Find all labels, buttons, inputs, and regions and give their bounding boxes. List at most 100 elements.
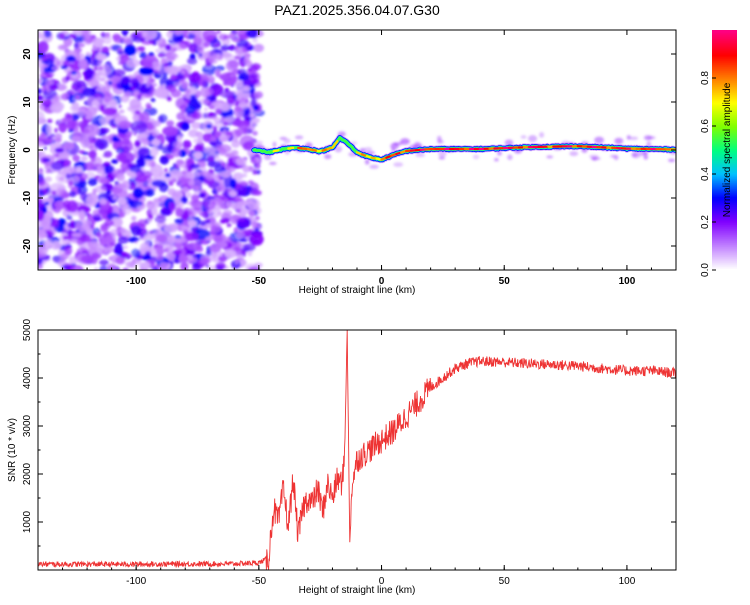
noise-speckle xyxy=(120,228,126,234)
noise-speckle xyxy=(69,191,76,197)
noise-speckle xyxy=(253,190,262,195)
colorbar-tick-label: 0.2 xyxy=(700,215,711,229)
noise-speckle xyxy=(191,122,202,129)
noise-speckle xyxy=(235,261,239,265)
noise-speckle xyxy=(102,107,117,115)
y-tick-label: 20 xyxy=(22,48,33,60)
noise-speckle xyxy=(169,202,176,211)
noise-speckle xyxy=(234,106,241,111)
noise-speckle xyxy=(35,258,43,265)
noise-speckle xyxy=(43,146,47,150)
noise-speckle xyxy=(166,120,174,126)
noise-speckle xyxy=(130,171,137,178)
noise-speckle xyxy=(171,43,187,51)
noise-speckle xyxy=(154,88,169,98)
ridge-halo xyxy=(648,136,656,139)
noise-speckle xyxy=(55,138,62,143)
noise-speckle xyxy=(176,165,180,169)
noise-speckle xyxy=(170,223,179,230)
noise-speckle xyxy=(228,157,233,161)
noise-speckle xyxy=(71,238,77,243)
noise-speckle xyxy=(237,209,241,213)
noise-speckle xyxy=(181,226,189,231)
noise-speckle xyxy=(51,241,62,250)
noise-speckle xyxy=(38,41,49,54)
noise-speckle xyxy=(216,144,232,153)
noise-speckle xyxy=(237,202,245,206)
noise-speckle xyxy=(58,45,69,51)
noise-speckle xyxy=(71,176,79,184)
noise-speckle xyxy=(244,55,250,64)
noise-speckle xyxy=(181,94,187,98)
x-tick-label: -100 xyxy=(126,276,146,287)
colorbar-cell xyxy=(712,30,737,33)
noise-speckle xyxy=(123,32,128,36)
noise-speckle xyxy=(42,100,53,107)
noise-speckle xyxy=(47,231,53,236)
noise-speckle xyxy=(223,122,228,126)
noise-speckle xyxy=(117,173,125,181)
noise-speckle xyxy=(59,33,65,39)
x-tick-label: 100 xyxy=(619,576,636,587)
noise-speckle xyxy=(64,246,72,255)
noise-speckle xyxy=(51,162,64,171)
noise-speckle xyxy=(232,120,246,126)
noise-speckle xyxy=(51,66,59,71)
noise-speckle xyxy=(189,179,202,190)
spectrogram-xlabel: Height of straight line (km) xyxy=(299,285,416,296)
noise-speckle xyxy=(197,45,204,53)
noise-speckle xyxy=(223,129,227,133)
noise-speckle xyxy=(35,210,45,221)
noise-speckle xyxy=(242,46,247,52)
noise-speckle xyxy=(77,108,87,116)
noise-speckle xyxy=(237,86,251,92)
noise-speckle xyxy=(121,252,127,258)
ridge-halo xyxy=(528,135,537,142)
noise-speckle xyxy=(35,34,43,39)
noise-speckle xyxy=(121,139,130,145)
noise-speckle xyxy=(194,145,204,153)
noise-speckle xyxy=(189,83,193,86)
ridge-halo xyxy=(507,155,512,161)
noise-speckle xyxy=(146,188,155,196)
noise-speckle xyxy=(74,42,79,49)
noise-speckle xyxy=(99,260,109,266)
noise-speckle xyxy=(170,170,182,179)
noise-speckle xyxy=(180,70,185,75)
noise-speckle xyxy=(36,221,41,225)
noise-speckle xyxy=(208,51,217,61)
ridge-halo xyxy=(437,136,442,142)
noise-speckle xyxy=(51,219,59,229)
y-tick-label: 0 xyxy=(22,147,33,153)
ridge-halo xyxy=(250,158,257,163)
noise-speckle xyxy=(68,129,74,132)
noise-speckle xyxy=(164,63,169,67)
colorbar-tick-label: 0.4 xyxy=(700,167,711,181)
noise-speckle xyxy=(151,98,156,102)
noise-speckle xyxy=(124,91,132,97)
snr-xlabel: Height of straight line (km) xyxy=(299,585,416,596)
x-tick-label: -50 xyxy=(252,276,267,287)
noise-speckle xyxy=(118,152,135,164)
noise-speckle xyxy=(236,96,242,101)
noise-speckle xyxy=(99,177,108,184)
noise-speckle xyxy=(173,141,183,148)
noise-speckle xyxy=(188,257,198,263)
noise-speckle xyxy=(210,222,222,233)
noise-speckle xyxy=(41,56,48,61)
noise-speckle xyxy=(168,188,176,196)
noise-speckle xyxy=(162,126,178,136)
ridge-halo xyxy=(473,155,480,159)
noise-speckle xyxy=(177,100,185,105)
noise-speckle xyxy=(57,61,61,66)
ridge-halo xyxy=(269,162,277,165)
noise-speckle xyxy=(98,166,105,171)
noise-speckle xyxy=(98,67,103,71)
noise-speckle xyxy=(119,110,125,114)
noise-speckle xyxy=(205,237,212,241)
ridge-halo xyxy=(594,137,604,144)
noise-speckle xyxy=(40,157,49,164)
ridge-halo xyxy=(494,158,498,161)
y-tick-label: 10 xyxy=(22,96,33,108)
noise-speckle xyxy=(81,156,88,161)
